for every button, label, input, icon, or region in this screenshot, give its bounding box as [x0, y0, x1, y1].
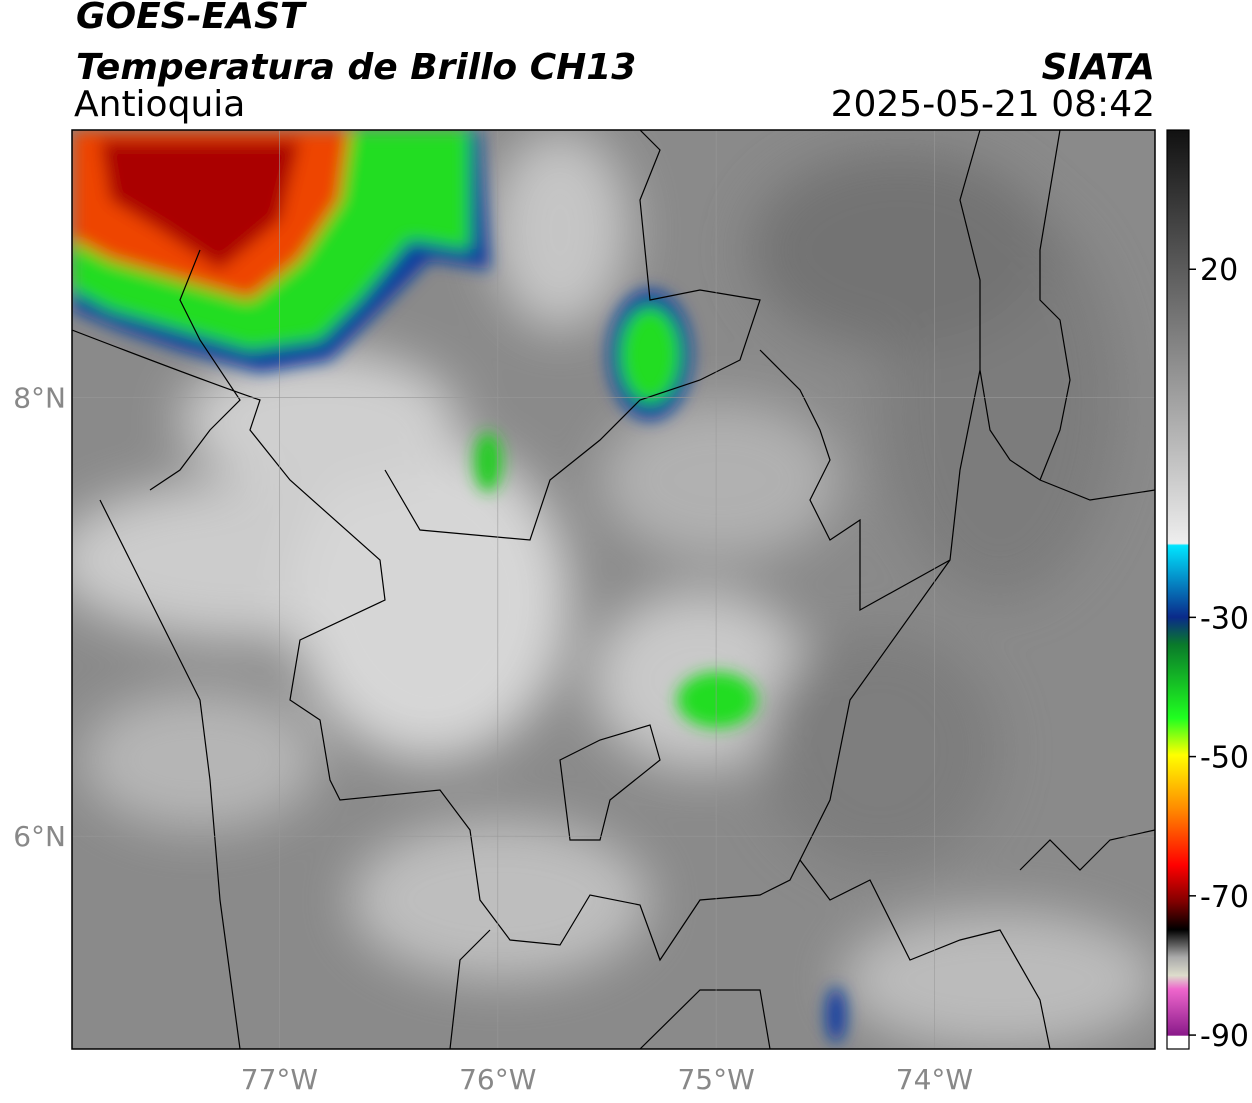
map-frame: [71, 129, 1156, 1050]
colorbar: [1166, 129, 1190, 1050]
colorbar-tick-label: 20: [1200, 253, 1238, 288]
x-tick-label: 75°W: [677, 1063, 754, 1096]
x-tick-label: 77°W: [241, 1063, 318, 1096]
satellite-image: [72, 130, 1155, 1049]
borders: [72, 130, 1155, 1049]
colorbar-tick-label: -70: [1200, 880, 1249, 915]
y-tick-label: 6°N: [13, 820, 66, 853]
title: GOES-EAST: [76, 0, 307, 37]
colorbar-tick-label: -30: [1200, 601, 1249, 636]
source: SIATA: [1042, 47, 1155, 88]
colorbar-tick-label: -50: [1200, 741, 1249, 776]
timestamp: 2025-05-21 08:42: [831, 84, 1155, 125]
colorbar-tick-label: -90: [1200, 1019, 1249, 1054]
subtitle: Temperatura de Brillo CH13: [76, 47, 636, 88]
x-tick-label: 76°W: [459, 1063, 536, 1096]
x-tick-label: 74°W: [896, 1063, 973, 1096]
region: Antioquia: [74, 84, 245, 125]
y-tick-label: 8°N: [13, 382, 66, 415]
